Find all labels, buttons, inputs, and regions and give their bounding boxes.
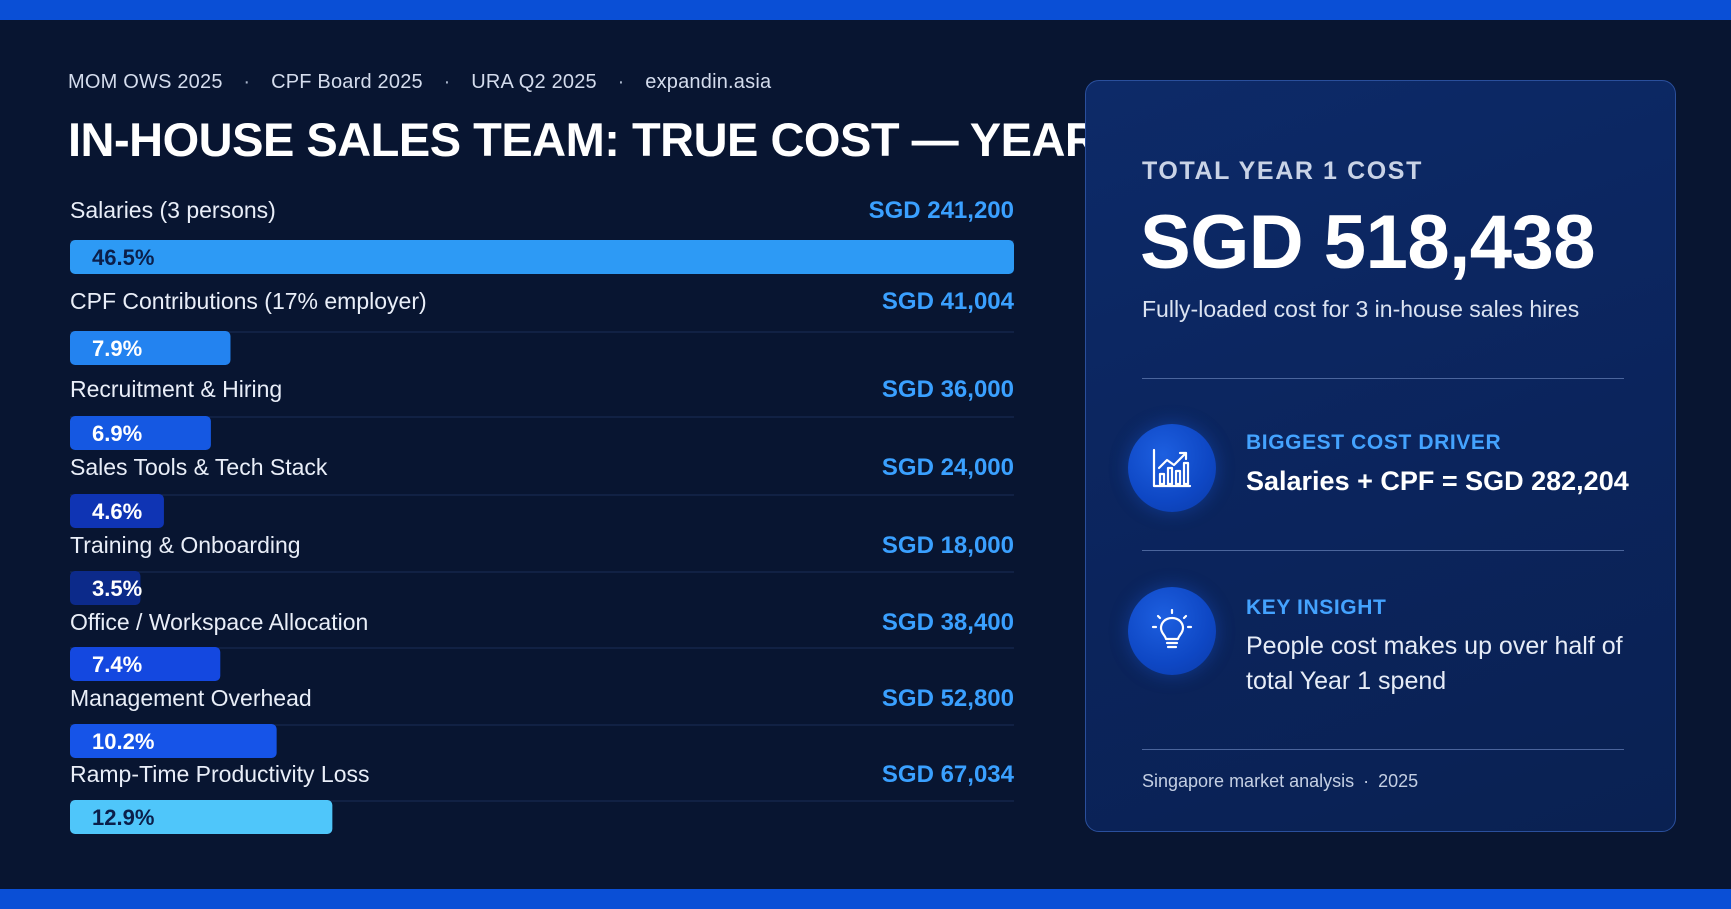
- value-label: SGD 24,000: [882, 454, 1014, 481]
- category-label: Recruitment & Hiring: [70, 376, 282, 402]
- category-label: Management Overhead: [70, 685, 312, 711]
- total-cost-value: SGD 518,438: [1140, 200, 1596, 285]
- footer-separator: ·: [1363, 771, 1370, 791]
- source-separator: ·: [443, 71, 451, 93]
- divider: [1142, 749, 1624, 750]
- value-label: SGD 67,034: [882, 761, 1015, 788]
- total-cost-kicker: TOTAL YEAR 1 COST: [1142, 157, 1423, 185]
- source-separator: ·: [617, 71, 625, 93]
- summary-panel: TOTAL YEAR 1 COST SGD 518,438 Fully-load…: [1085, 80, 1676, 832]
- value-label: SGD 18,000: [882, 532, 1014, 559]
- cost-breakdown-chart: Salaries (3 persons) SGD 241,200 46.5% CPF …: [70, 197, 1015, 834]
- source-list: MOM OWS 2025 · CPF Board 2025 · URA Q2 2…: [68, 71, 771, 94]
- source-item: URA Q2 2025: [471, 71, 597, 93]
- divider: [1142, 378, 1624, 379]
- cost-bar: [70, 494, 164, 528]
- cost-driver-value: Salaries + CPF = SGD 282,204: [1246, 466, 1629, 496]
- total-cost-subtitle: Fully-loaded cost for 3 in-house sales h…: [1142, 296, 1580, 322]
- value-label: SGD 38,400: [882, 609, 1014, 636]
- category-label: Salaries (3 persons): [70, 197, 276, 223]
- percent-label: 46.5%: [92, 245, 154, 270]
- category-label: Training & Onboarding: [70, 532, 301, 558]
- cost-bar: [70, 571, 141, 605]
- panel-footer: Singapore market analysis · 2025: [1142, 771, 1418, 792]
- cost-bar: [70, 240, 1014, 274]
- source-item: CPF Board 2025: [271, 71, 423, 93]
- cost-bar: [70, 416, 211, 450]
- percent-label: 12.9%: [92, 805, 154, 830]
- divider: [1142, 550, 1624, 551]
- cost-bar: [70, 724, 277, 758]
- value-label: SGD 36,000: [882, 376, 1014, 403]
- value-label: SGD 41,004: [882, 288, 1015, 315]
- chart-trend-icon: [1128, 424, 1216, 512]
- category-label: Sales Tools & Tech Stack: [70, 454, 328, 480]
- percent-label: 6.9%: [92, 421, 142, 446]
- cost-bar: [70, 647, 221, 681]
- value-label: SGD 241,200: [869, 197, 1014, 224]
- top-accent-band: [0, 0, 1731, 20]
- key-insight-label: KEY INSIGHT: [1246, 596, 1387, 619]
- footer-text: Singapore market analysis: [1142, 771, 1355, 791]
- percent-label: 3.5%: [92, 576, 142, 601]
- source-item: MOM OWS 2025: [68, 71, 223, 93]
- chart-title: IN-HOUSE SALES TEAM: TRUE COST — YEAR 1: [68, 113, 1137, 166]
- value-label: SGD 52,800: [882, 685, 1014, 712]
- category-label: Ramp-Time Productivity Loss: [70, 761, 370, 787]
- cost-driver-label: BIGGEST COST DRIVER: [1246, 431, 1502, 454]
- key-insight-text: People cost makes up over half of total …: [1246, 632, 1623, 695]
- percent-label: 4.6%: [92, 499, 142, 524]
- percent-label: 10.2%: [92, 729, 154, 754]
- percent-label: 7.4%: [92, 652, 142, 677]
- cost-bar: [70, 800, 333, 834]
- category-label: CPF Contributions (17% employer): [70, 288, 427, 314]
- cost-bar: [70, 331, 231, 365]
- source-separator: ·: [243, 71, 251, 93]
- lightbulb-icon: [1128, 587, 1216, 675]
- source-item: expandin.asia: [645, 71, 772, 93]
- percent-label: 7.9%: [92, 336, 142, 361]
- footer-year: 2025: [1378, 771, 1419, 791]
- category-label: Office / Workspace Allocation: [70, 609, 368, 635]
- bottom-accent-band: [0, 889, 1731, 909]
